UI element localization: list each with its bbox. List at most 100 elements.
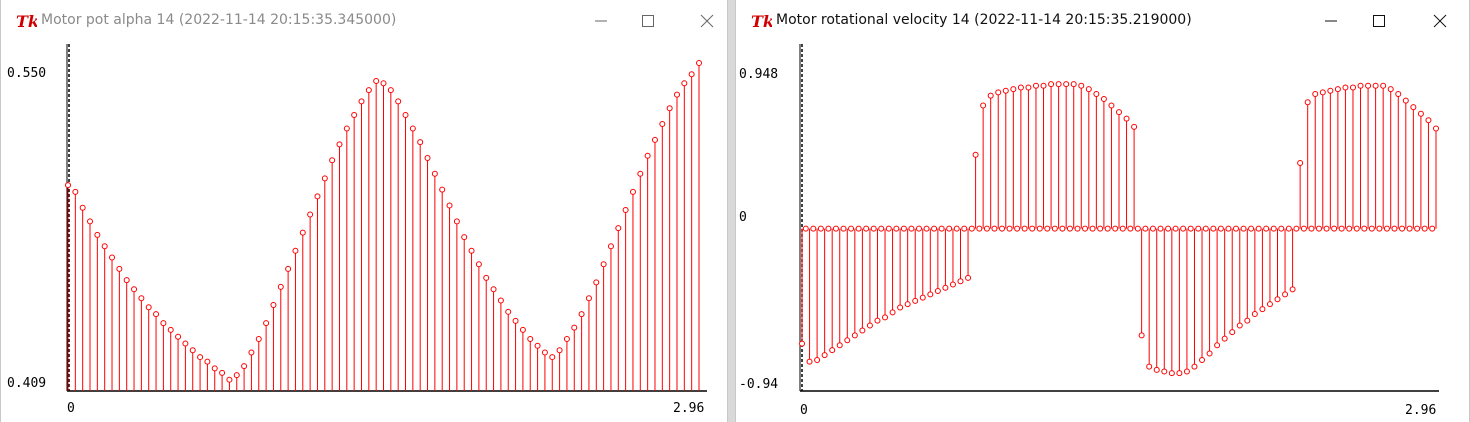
stem-marker — [673, 91, 680, 98]
stem-marker — [1255, 225, 1262, 232]
stem-marker — [629, 188, 636, 195]
stem-marker — [160, 320, 167, 327]
minimize-button[interactable] — [1311, 6, 1351, 36]
stem-marker — [417, 139, 424, 146]
stem-marker — [600, 261, 607, 268]
stem-marker — [365, 87, 372, 94]
stem-marker — [1342, 84, 1349, 91]
stem-marker — [1266, 301, 1273, 308]
stem-marker — [1134, 225, 1141, 232]
x-tick-label-min: 0 — [67, 401, 75, 416]
stem-marker — [1316, 225, 1323, 232]
stem-marker — [1417, 110, 1424, 117]
window-title: Motor rotational velocity 14 (2022-11-14… — [776, 12, 1192, 28]
stem-marker — [931, 225, 938, 232]
stem-marker — [1085, 86, 1092, 93]
stem-marker — [1425, 117, 1432, 124]
stem-marker — [1365, 82, 1372, 89]
stem-marker — [810, 225, 817, 232]
x-tick-label-min: 0 — [800, 403, 808, 418]
maximize-button[interactable] — [1359, 6, 1399, 36]
stem-marker — [1146, 363, 1153, 370]
y-tick-label-max: 0.948 — [739, 67, 778, 82]
stem-marker — [351, 111, 358, 118]
stem-marker — [1014, 225, 1021, 232]
stem-marker — [439, 186, 446, 193]
stem-marker — [336, 141, 343, 148]
stem-marker — [953, 225, 960, 232]
stem-marker — [836, 342, 843, 349]
stem-marker — [874, 317, 881, 324]
svg-text:Tk: Tk — [751, 12, 772, 31]
stem-marker — [1395, 91, 1402, 98]
minimize-button[interactable] — [581, 6, 621, 36]
stem-marker — [814, 357, 821, 364]
stem-marker — [893, 225, 900, 232]
stem-marker — [1168, 370, 1175, 377]
stem-marker — [1221, 335, 1228, 342]
window-motor-pot-alpha[interactable]: Tk Motor pot alpha 14 (2022-11-14 20:15:… — [0, 0, 728, 422]
stem-marker — [578, 311, 585, 318]
stem-marker — [1300, 225, 1307, 232]
stem-marker — [1353, 225, 1360, 232]
stem-marker — [1232, 225, 1239, 232]
stem-marker — [1063, 81, 1070, 88]
stem-marker — [1116, 109, 1122, 116]
stem-marker — [1051, 225, 1058, 232]
stem-marker — [1278, 225, 1285, 232]
stem-marker — [919, 294, 926, 301]
svg-text:Tk: Tk — [16, 12, 37, 31]
stem-marker — [637, 170, 644, 177]
stem-marker — [799, 340, 805, 347]
stem-marker — [541, 349, 548, 356]
tk-feather-icon: Tk — [16, 12, 37, 31]
stem-marker — [1285, 225, 1292, 232]
stem-marker — [1070, 81, 1077, 88]
stem-marker — [1142, 225, 1149, 232]
stem-marker — [991, 225, 998, 232]
stem-marker — [1349, 84, 1356, 91]
stem-marker — [1323, 225, 1330, 232]
stem-marker — [942, 284, 949, 291]
stem-marker — [424, 154, 431, 161]
stem-marker — [299, 229, 306, 236]
close-button[interactable] — [687, 6, 727, 36]
stem-marker — [1153, 366, 1160, 373]
stem-marker — [923, 225, 930, 232]
stem-marker — [1282, 291, 1289, 298]
stem-marker — [211, 365, 218, 372]
stem-marker — [1055, 81, 1062, 88]
stem-marker — [1297, 159, 1304, 166]
stem-marker — [957, 278, 964, 285]
stem-marker — [1414, 225, 1421, 232]
stem-marker — [461, 234, 468, 241]
stem-marker — [946, 225, 953, 232]
close-button[interactable] — [1420, 6, 1460, 36]
title-bar[interactable]: Tk Motor rotational velocity 14 (2022-11… — [736, 0, 1469, 42]
stem-marker — [1059, 225, 1066, 232]
stem-marker — [885, 225, 892, 232]
stem-marker — [475, 261, 482, 268]
window-title: Motor pot alpha 14 (2022-11-14 20:15:35.… — [41, 12, 397, 28]
stem-marker — [1274, 296, 1281, 303]
stem-marker — [983, 225, 990, 232]
stem-marker — [1380, 82, 1387, 89]
stem-marker — [292, 247, 299, 254]
stem-marker — [1331, 225, 1338, 232]
stem-marker — [961, 225, 968, 232]
stem-marker — [1161, 368, 1168, 375]
stem-marker — [373, 78, 380, 85]
maximize-button[interactable] — [628, 6, 668, 36]
stem-marker — [1044, 225, 1051, 232]
stem-marker — [844, 337, 851, 344]
stem-marker — [688, 71, 695, 78]
title-bar[interactable]: Tk Motor pot alpha 14 (2022-11-14 20:15:… — [1, 0, 727, 42]
stem-marker — [189, 347, 196, 354]
stem-marker — [904, 301, 911, 308]
window-motor-rotational-velocity[interactable]: Tk Motor rotational velocity 14 (2022-11… — [735, 0, 1470, 422]
y-tick-label-min: 0.409 — [7, 376, 46, 391]
stem-marker — [527, 335, 534, 342]
stem-marker — [1172, 225, 1179, 232]
stem-marker — [1157, 225, 1164, 232]
stem-marker — [1402, 97, 1409, 104]
